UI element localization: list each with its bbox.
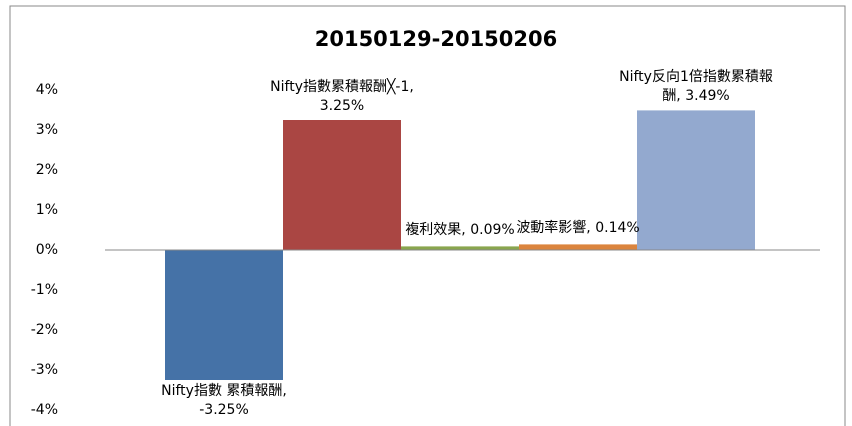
y-tick-label: 4% (36, 82, 58, 98)
y-tick-label: 0% (36, 242, 58, 258)
bar (401, 246, 519, 250)
bar (283, 120, 401, 250)
data-label: Nifty反向1倍指數累積報酬, 3.49% (619, 69, 773, 105)
data-label: Nifty指數 累積報酬, -3.25% (161, 383, 287, 418)
y-tick-label: 2% (36, 162, 58, 178)
y-tick-label: -1% (31, 282, 58, 298)
bar (637, 110, 755, 251)
y-tick-label: 1% (36, 202, 58, 218)
y-tick-label: -4% (31, 402, 58, 418)
y-tick-label: -3% (31, 362, 58, 378)
bar (519, 244, 637, 250)
chart-title: 20150129-20150206 (315, 27, 558, 51)
data-label: Nifty指數累積報酬╳-1, 3.25% (270, 79, 414, 114)
y-tick-label: 3% (36, 122, 58, 138)
y-tick-label: -2% (31, 322, 58, 338)
data-label: 波動率影響, 0.14% (516, 220, 640, 237)
data-label: 複利效果, 0.09% (405, 222, 515, 239)
bar (165, 250, 283, 380)
